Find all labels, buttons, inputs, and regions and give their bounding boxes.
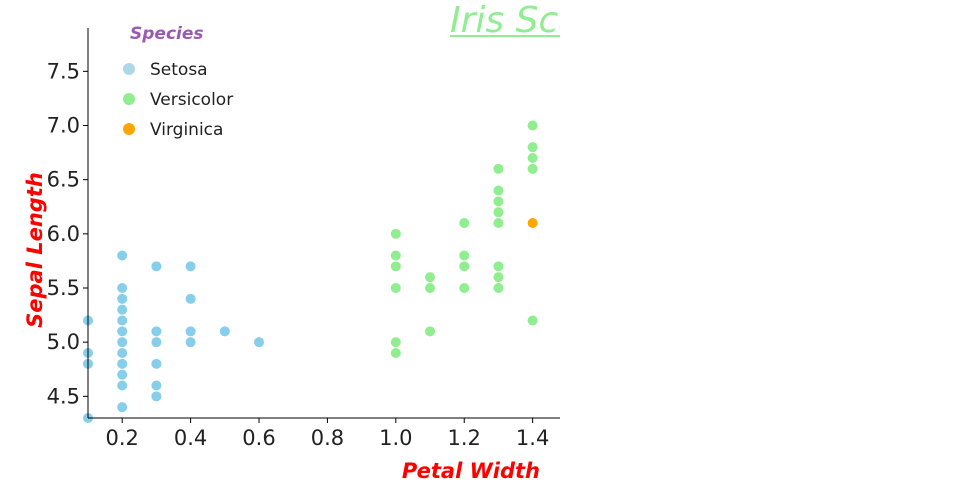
x-tick-label: 0.2 bbox=[105, 426, 138, 450]
data-point-setosa-9 bbox=[117, 326, 128, 337]
data-point-setosa-13 bbox=[117, 369, 128, 380]
x-axis-title: Petal Width bbox=[402, 459, 540, 483]
data-point-versicolor-7 bbox=[425, 283, 436, 293]
data-point-versicolor-15 bbox=[493, 196, 504, 207]
data-point-versicolor-11 bbox=[459, 261, 470, 272]
data-point-versicolor-3 bbox=[390, 283, 401, 293]
axes bbox=[87, 28, 560, 419]
data-point-setosa-10 bbox=[117, 337, 128, 348]
data-point-setosa-5 bbox=[117, 283, 128, 293]
data-point-setosa-20 bbox=[151, 380, 162, 391]
data-point-versicolor-17 bbox=[493, 218, 504, 228]
legend-label-setosa: Setosa bbox=[150, 60, 208, 80]
x-tick-label: 1.0 bbox=[379, 426, 412, 450]
data-point-versicolor-5 bbox=[390, 348, 401, 358]
chart-title: Iris Scatter bbox=[450, 0, 648, 41]
legend-marker-setosa bbox=[123, 63, 135, 75]
y-tick-label: 5.0 bbox=[47, 330, 80, 354]
data-point-setosa-7 bbox=[117, 304, 128, 315]
data-point-versicolor-0 bbox=[390, 228, 401, 239]
data-point-versicolor-20 bbox=[493, 283, 504, 293]
data-point-versicolor-1 bbox=[390, 250, 401, 261]
x-tick-label: 1.4 bbox=[516, 426, 549, 450]
data-point-versicolor-4 bbox=[390, 337, 401, 348]
points-layer bbox=[83, 120, 538, 423]
data-point-versicolor-6 bbox=[425, 272, 436, 283]
y-tick-label: 7.5 bbox=[47, 59, 80, 83]
data-point-setosa-6 bbox=[117, 293, 128, 304]
data-point-versicolor-25 bbox=[527, 315, 538, 326]
data-point-setosa-19 bbox=[151, 358, 162, 369]
data-point-setosa-14 bbox=[117, 380, 128, 391]
data-point-setosa-26 bbox=[219, 326, 230, 337]
y-axis-title: Sepal Length bbox=[23, 172, 47, 328]
data-point-versicolor-24 bbox=[527, 163, 538, 174]
y-tick-label: 5.5 bbox=[47, 276, 80, 300]
data-point-setosa-24 bbox=[185, 326, 196, 337]
legend: Species Setosa Versicolor Virginica bbox=[123, 24, 233, 140]
data-point-versicolor-14 bbox=[493, 185, 504, 196]
legend-label-versicolor: Versicolor bbox=[150, 90, 233, 110]
data-point-versicolor-18 bbox=[493, 261, 504, 272]
data-point-setosa-18 bbox=[151, 337, 162, 348]
legend-title: Species bbox=[130, 24, 204, 44]
data-point-setosa-22 bbox=[185, 261, 196, 272]
data-point-setosa-23 bbox=[185, 293, 196, 304]
legend-marker-virginica bbox=[123, 123, 135, 135]
x-tick-label: 0.6 bbox=[242, 426, 275, 450]
data-point-virginica-0 bbox=[527, 218, 538, 228]
data-point-setosa-17 bbox=[151, 326, 162, 337]
data-point-setosa-27 bbox=[254, 337, 265, 348]
data-point-versicolor-21 bbox=[527, 120, 538, 131]
y-tick-label: 6.0 bbox=[47, 222, 80, 246]
data-point-versicolor-8 bbox=[425, 326, 436, 337]
data-point-versicolor-2 bbox=[390, 261, 401, 272]
data-point-setosa-15 bbox=[117, 402, 128, 413]
data-point-setosa-11 bbox=[117, 348, 128, 358]
y-tick-label: 6.5 bbox=[47, 168, 80, 192]
legend-items: Setosa Versicolor Virginica bbox=[123, 60, 233, 140]
data-point-versicolor-23 bbox=[527, 153, 538, 163]
ticks: 0.2 0.4 0.6 0.8 1.0 1.2 1.4 4.5 5.0 5.5 6.0 6.5 7.0 7… bbox=[47, 59, 550, 450]
data-point-versicolor-16 bbox=[493, 207, 504, 218]
data-point-setosa-25 bbox=[185, 337, 196, 348]
x-tick-label: 0.8 bbox=[311, 426, 344, 450]
data-point-versicolor-10 bbox=[459, 250, 470, 261]
data-point-setosa-4 bbox=[117, 250, 128, 261]
data-point-versicolor-13 bbox=[493, 163, 504, 174]
data-point-versicolor-9 bbox=[459, 218, 470, 228]
legend-marker-versicolor bbox=[123, 93, 135, 105]
data-point-setosa-8 bbox=[117, 315, 128, 326]
y-tick-label: 7.0 bbox=[47, 114, 80, 138]
data-point-versicolor-19 bbox=[493, 272, 504, 283]
data-point-versicolor-22 bbox=[527, 142, 538, 153]
data-point-setosa-12 bbox=[117, 358, 128, 369]
data-point-versicolor-12 bbox=[459, 283, 470, 293]
legend-label-virginica: Virginica bbox=[150, 120, 223, 140]
x-tick-label: 1.2 bbox=[448, 426, 481, 450]
y-tick-label: 4.5 bbox=[47, 384, 80, 408]
data-point-setosa-16 bbox=[151, 261, 162, 272]
x-tick-label: 0.4 bbox=[174, 426, 207, 450]
data-point-setosa-21 bbox=[151, 391, 162, 402]
